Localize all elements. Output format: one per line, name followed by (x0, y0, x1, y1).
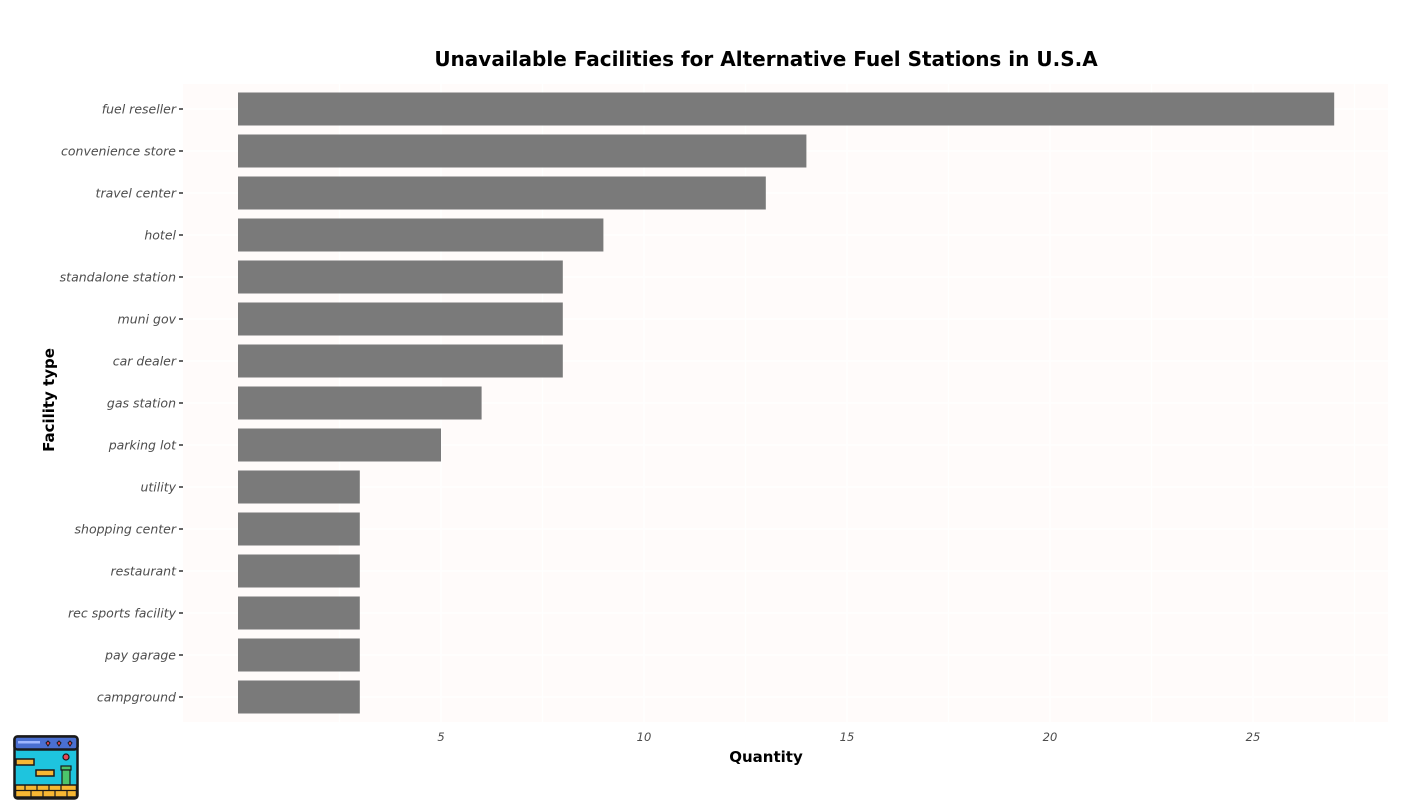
bars (238, 92, 1335, 714)
bar (238, 638, 360, 672)
y-tick-label: parking lot (108, 438, 177, 453)
y-tick-label: campground (97, 690, 176, 705)
bar (238, 512, 360, 546)
bar (238, 596, 360, 630)
y-tick-label: standalone station (60, 270, 176, 285)
x-tick-label: 10 (637, 730, 652, 744)
bar (238, 176, 766, 210)
bar (238, 386, 482, 420)
y-tick-label: rec sports facility (68, 606, 177, 621)
chart-title: Unavailable Facilities for Alternative F… (434, 47, 1098, 71)
y-tick-label: convenience store (61, 144, 176, 159)
x-axis-title: Quantity (729, 748, 803, 766)
bar (238, 302, 563, 336)
bar (238, 680, 360, 714)
y-tick-label: hotel (144, 228, 176, 243)
bar (238, 92, 1335, 126)
y-axis-title: Facility type (40, 348, 58, 452)
y-tick-label: pay garage (104, 648, 176, 663)
bar (238, 344, 563, 378)
y-tick-label: car dealer (113, 354, 177, 369)
bar (238, 218, 604, 252)
y-tick-label: utility (140, 480, 176, 495)
bar (238, 134, 807, 168)
y-tick-label: shopping center (75, 522, 177, 537)
y-tick-label: gas station (107, 396, 176, 411)
x-tick-label: 20 (1043, 730, 1058, 744)
bar (238, 554, 360, 588)
x-tick-label: 15 (840, 730, 855, 744)
y-axis-ticks: fuel reseller convenience store travel cen… (60, 102, 183, 705)
bar (238, 428, 441, 462)
bar (238, 470, 360, 504)
x-tick-label: 5 (437, 730, 444, 744)
y-tick-label: restaurant (111, 564, 178, 579)
bar (238, 260, 563, 294)
y-tick-label: muni gov (118, 312, 177, 327)
game-level-icon (13, 735, 79, 800)
x-axis-ticks: 5 10 15 20 25 (437, 730, 1260, 744)
y-tick-label: travel center (96, 186, 177, 201)
y-tick-label: fuel reseller (102, 102, 177, 117)
x-tick-label: 25 (1246, 730, 1261, 744)
